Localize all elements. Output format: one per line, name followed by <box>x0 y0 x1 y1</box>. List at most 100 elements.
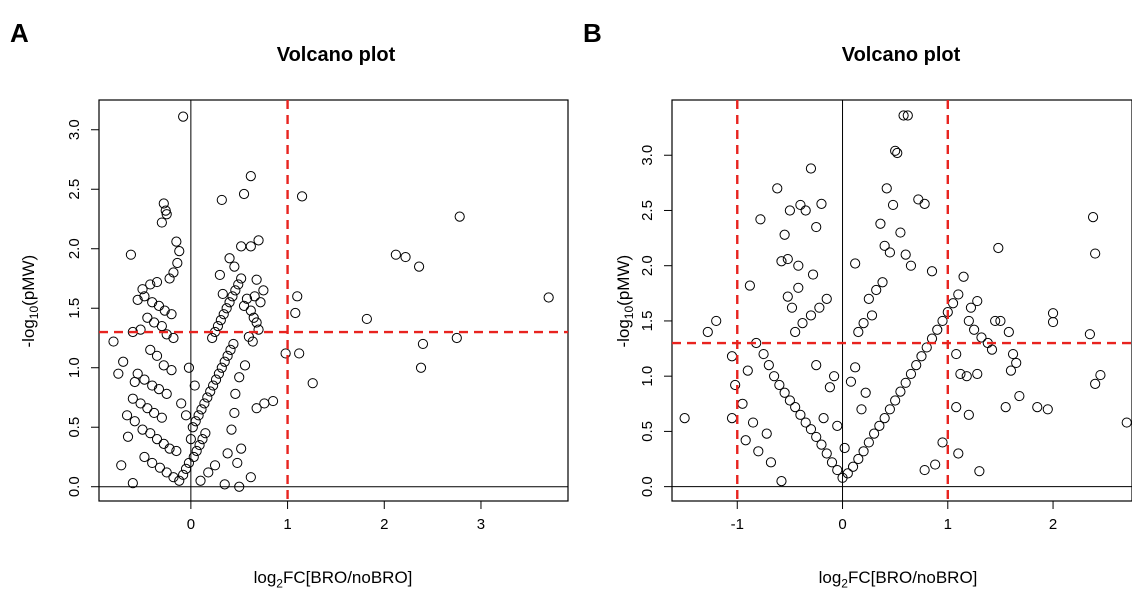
data-point <box>203 467 214 478</box>
data-point <box>1095 369 1106 381</box>
data-point <box>1084 329 1095 340</box>
data-point <box>247 336 258 347</box>
data-point <box>147 297 158 308</box>
data-point <box>742 365 753 376</box>
data-point <box>228 338 239 350</box>
data-point <box>176 398 187 409</box>
data-point <box>195 475 206 486</box>
data-point <box>737 398 748 409</box>
x-tick-label: 0 <box>187 516 195 533</box>
data-point <box>153 384 165 395</box>
data-point <box>292 291 303 302</box>
data-point <box>161 467 172 478</box>
data-point <box>1090 248 1101 259</box>
data-point <box>969 324 980 335</box>
data-point <box>129 376 140 388</box>
data-point <box>149 407 160 419</box>
data-point <box>191 445 202 457</box>
data-point <box>390 249 401 260</box>
data-point <box>161 329 172 340</box>
data-point <box>258 285 269 296</box>
data-point <box>986 344 998 355</box>
data-point <box>415 362 427 373</box>
data-point <box>755 214 766 225</box>
data-point <box>156 412 167 423</box>
data-point <box>753 446 764 457</box>
data-point <box>866 310 878 321</box>
data-point <box>190 416 201 427</box>
data-point <box>139 451 150 463</box>
data-point <box>259 398 270 409</box>
data-point <box>863 437 874 448</box>
plot-area-a <box>99 100 568 501</box>
data-point <box>702 326 713 338</box>
data-point <box>294 348 305 359</box>
y-tick-label: 0.5 <box>639 421 656 442</box>
data-point <box>168 332 179 344</box>
data-point <box>847 461 859 472</box>
data-point <box>839 442 850 454</box>
data-point <box>814 302 825 313</box>
data-point <box>900 249 911 260</box>
data-point <box>1007 348 1019 360</box>
data-point <box>216 362 227 373</box>
data-point <box>953 448 964 459</box>
data-point <box>821 293 832 304</box>
data-point <box>238 188 250 200</box>
data-point <box>113 368 124 379</box>
data-point <box>543 292 554 303</box>
y-tick-label: 1.0 <box>66 357 83 378</box>
data-point <box>194 439 205 451</box>
data-point <box>108 336 119 347</box>
data-point <box>307 378 318 389</box>
x-tick-label: 1 <box>944 516 952 533</box>
data-point <box>222 350 233 361</box>
data-point <box>902 110 913 121</box>
x-axis-label-b: log2FC[BRO/noBRO] <box>818 568 978 591</box>
data-point <box>890 145 901 156</box>
data-point <box>951 348 962 360</box>
data-point <box>185 434 196 445</box>
data-point <box>214 269 225 281</box>
data-point <box>995 315 1006 327</box>
data-point <box>895 227 906 238</box>
data-point <box>135 324 146 335</box>
chart-title-a: Volcano plot <box>276 44 396 66</box>
data-point <box>829 371 840 382</box>
data-point <box>800 417 811 428</box>
y-tick-label: 0.5 <box>66 417 83 438</box>
data-point <box>874 420 885 431</box>
data-point <box>747 417 759 428</box>
data-point <box>1014 390 1025 402</box>
data-point <box>239 360 251 371</box>
data-point <box>845 376 857 387</box>
data-point <box>159 305 170 316</box>
data-point <box>413 261 425 272</box>
y-tick-label: 2.5 <box>639 200 656 221</box>
data-point <box>156 217 167 228</box>
data-point <box>811 221 822 233</box>
data-point <box>251 274 262 285</box>
data-point <box>236 273 247 284</box>
data-point <box>763 360 774 371</box>
data-point <box>255 297 266 308</box>
data-point <box>454 211 465 222</box>
data-point <box>116 460 127 471</box>
data-point <box>137 284 148 295</box>
data-point <box>205 386 216 397</box>
data-point <box>172 257 183 269</box>
data-point <box>196 404 207 415</box>
data-point <box>811 360 822 371</box>
data-point <box>926 266 938 277</box>
data-point <box>937 437 948 448</box>
data-point <box>189 380 200 391</box>
data-point <box>219 479 230 490</box>
data-point <box>730 379 741 391</box>
data-point <box>1090 378 1101 390</box>
data-point <box>818 413 829 424</box>
data-point <box>797 318 808 329</box>
data-point <box>224 253 235 264</box>
data-point <box>188 451 199 463</box>
x-axis-label-a: log2FC[BRO/noBRO] <box>253 568 413 591</box>
